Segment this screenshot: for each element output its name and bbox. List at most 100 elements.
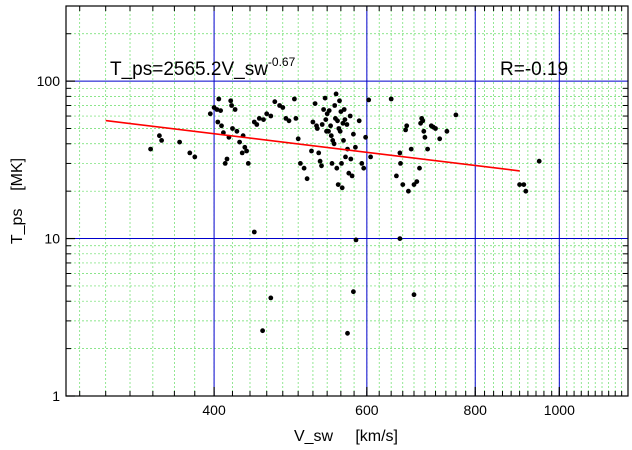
data-point bbox=[417, 165, 422, 171]
data-point bbox=[444, 128, 450, 134]
data-point bbox=[244, 148, 250, 154]
data-point bbox=[268, 113, 274, 119]
data-point bbox=[351, 289, 356, 295]
fit-equation-exponent: -0.67 bbox=[268, 55, 296, 69]
data-point bbox=[400, 182, 406, 188]
data-point bbox=[245, 161, 251, 166]
data-point bbox=[356, 118, 362, 124]
data-point bbox=[453, 112, 459, 118]
data-point bbox=[260, 328, 265, 334]
data-point bbox=[408, 146, 414, 152]
data-point bbox=[523, 188, 529, 194]
data-point bbox=[404, 123, 410, 129]
x-tick-label: 600 bbox=[355, 402, 379, 418]
data-point bbox=[351, 131, 356, 137]
data-point bbox=[359, 161, 365, 166]
data-point bbox=[422, 134, 428, 140]
data-point bbox=[316, 150, 322, 156]
data-point bbox=[414, 179, 420, 185]
data-point bbox=[187, 150, 193, 156]
data-point bbox=[337, 128, 343, 134]
data-point bbox=[403, 127, 408, 133]
data-point bbox=[256, 116, 262, 121]
y-axis-label: T_ps [MK] bbox=[9, 158, 26, 244]
data-point bbox=[295, 136, 301, 142]
data-point bbox=[335, 182, 341, 188]
data-point bbox=[264, 111, 270, 117]
data-point bbox=[397, 236, 403, 242]
data-point bbox=[345, 330, 350, 336]
data-point bbox=[361, 165, 367, 171]
data-point bbox=[420, 118, 426, 124]
data-point bbox=[292, 96, 297, 102]
data-point bbox=[254, 122, 260, 127]
data-point bbox=[353, 237, 359, 243]
data-point bbox=[293, 116, 299, 121]
x-tick-label: 1000 bbox=[544, 402, 575, 418]
data-point bbox=[353, 144, 358, 150]
y-tick-label: 10 bbox=[44, 231, 60, 247]
data-point bbox=[366, 97, 372, 103]
data-point bbox=[397, 150, 403, 156]
data-point bbox=[326, 108, 332, 113]
data-point bbox=[340, 120, 346, 126]
data-point bbox=[536, 158, 542, 164]
data-point bbox=[348, 156, 354, 162]
data-point bbox=[344, 122, 350, 127]
y-tick-label: 1 bbox=[52, 388, 60, 404]
data-point bbox=[242, 144, 248, 150]
x-tick-label: 800 bbox=[464, 402, 488, 418]
data-point bbox=[207, 111, 213, 117]
data-point bbox=[394, 173, 399, 179]
data-point bbox=[237, 139, 243, 145]
data-point bbox=[298, 161, 303, 166]
data-point bbox=[349, 173, 355, 179]
data-point bbox=[239, 150, 245, 156]
data-point bbox=[406, 188, 411, 194]
data-point bbox=[232, 107, 238, 112]
x-tick-labels: 400 600 800 1000 bbox=[202, 402, 575, 418]
data-point bbox=[229, 103, 235, 108]
data-point bbox=[326, 128, 331, 134]
data-point bbox=[224, 156, 230, 162]
data-point bbox=[363, 134, 368, 140]
data-point bbox=[177, 139, 183, 145]
data-point bbox=[214, 107, 220, 112]
data-point bbox=[218, 108, 224, 113]
data-point bbox=[433, 126, 438, 131]
data-point bbox=[319, 122, 325, 127]
data-points bbox=[148, 91, 542, 336]
data-point bbox=[337, 98, 342, 104]
correlation-label: R=-0.19 bbox=[500, 59, 568, 80]
data-point bbox=[334, 165, 340, 171]
data-point bbox=[321, 107, 326, 112]
data-point bbox=[317, 158, 323, 164]
fit-equation-label: T_ps=2565.2V_sw-0.67 bbox=[110, 55, 296, 80]
data-point bbox=[328, 133, 334, 139]
plot-frame bbox=[65, 5, 629, 397]
axis-ticks bbox=[66, 6, 628, 397]
data-point bbox=[335, 118, 340, 124]
x-tick-label: 400 bbox=[202, 402, 226, 418]
data-point bbox=[216, 96, 222, 102]
data-point bbox=[215, 119, 221, 125]
data-point bbox=[148, 146, 154, 152]
data-point bbox=[301, 165, 307, 171]
data-point bbox=[309, 148, 314, 154]
data-point bbox=[319, 163, 324, 169]
data-point bbox=[261, 117, 266, 122]
data-point bbox=[411, 292, 417, 298]
data-point bbox=[332, 103, 338, 108]
data-point bbox=[368, 154, 373, 160]
data-point bbox=[221, 130, 226, 136]
data-point bbox=[339, 185, 345, 191]
data-point bbox=[286, 118, 292, 124]
data-point bbox=[228, 98, 234, 104]
data-point bbox=[521, 182, 527, 188]
data-point bbox=[437, 136, 443, 142]
data-point bbox=[251, 229, 257, 235]
data-point bbox=[312, 101, 318, 106]
data-point bbox=[328, 123, 333, 129]
data-point bbox=[341, 138, 346, 143]
data-point bbox=[272, 99, 278, 105]
